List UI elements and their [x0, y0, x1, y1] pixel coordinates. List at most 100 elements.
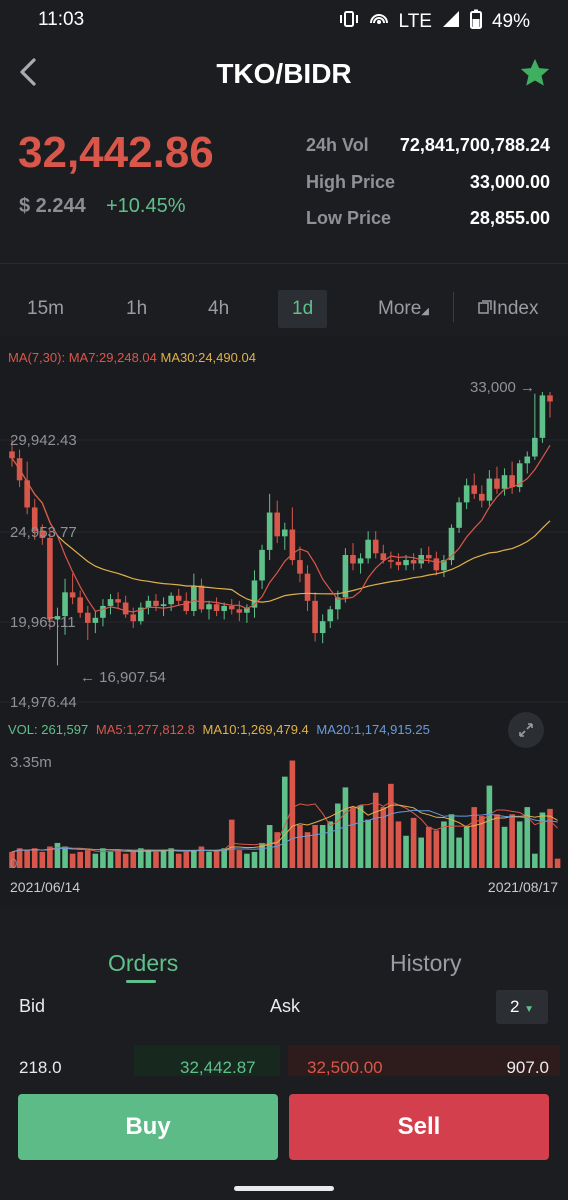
candle-body: [100, 605, 106, 618]
volume-bar: [77, 851, 83, 868]
tab-4h[interactable]: 4h: [208, 298, 230, 319]
candle-body: [274, 512, 281, 537]
volume-bar: [259, 842, 265, 868]
expand-icon: [519, 723, 533, 737]
favorite-button[interactable]: [518, 56, 552, 90]
volume-bar: [24, 850, 30, 868]
candle-body: [494, 478, 500, 489]
volume-bar: [486, 785, 493, 868]
volume-bar: [516, 821, 523, 868]
candle-body: [448, 527, 455, 561]
candle-body: [388, 560, 394, 562]
candle-body: [410, 560, 417, 564]
candle-body: [153, 600, 159, 606]
volume-bar: [388, 783, 394, 868]
candle-body: [130, 614, 137, 622]
candle-body: [138, 607, 144, 622]
vol-ma10: MA10:1,269,479.4: [202, 722, 309, 737]
more-label: More: [378, 298, 422, 319]
volume-bar: [274, 832, 281, 868]
volume-bar: [153, 851, 159, 868]
index-button[interactable]: Index: [478, 298, 538, 320]
ma7-line: [11, 444, 551, 613]
candle-body: [145, 600, 152, 608]
vol-y-bottom: 0: [10, 856, 17, 871]
tab-history[interactable]: History: [390, 950, 462, 976]
tab-separator: [453, 292, 454, 322]
vol-y-top: 3.35m: [10, 754, 52, 771]
volume-bar: [304, 832, 311, 868]
volume-bar: [547, 808, 553, 868]
bid-header: Bid: [19, 996, 46, 1016]
stat-value-low: 28,855.00: [469, 208, 550, 228]
stat-value-high: 33,000.00: [469, 172, 550, 192]
index-icon: [478, 298, 492, 319]
status-bar: 11:03 LTE 49%: [0, 0, 568, 40]
candle-body: [304, 573, 311, 601]
volume-bar: [501, 826, 508, 868]
volume-bar: [138, 848, 144, 868]
ask-header: Ask: [270, 996, 301, 1016]
y-label-3: 19,965.11: [10, 614, 76, 631]
back-button[interactable]: [14, 54, 44, 90]
volume-bar: [471, 807, 478, 868]
volume-bar: [312, 825, 318, 868]
volume-bar: [372, 792, 379, 868]
ma-label: MA(7,30):: [8, 350, 66, 365]
candle-body: [183, 600, 190, 612]
vol-ma5-line: [11, 801, 558, 853]
volume-bar: [115, 850, 121, 868]
tab-orders[interactable]: Orders: [108, 950, 179, 976]
candle-body: [486, 478, 493, 501]
tab-orders-underline: [126, 980, 156, 983]
volume-bar: [198, 846, 205, 868]
usd-price: $ 2.244: [19, 195, 86, 217]
volume-bar: [418, 837, 424, 868]
volume-bar: [479, 816, 485, 868]
y-label-1: 29,942.43: [10, 432, 77, 449]
stat-value-vol: 72,841,700,788.24: [399, 135, 550, 155]
network-label: LTE: [398, 11, 432, 32]
candle-body: [168, 595, 174, 605]
tab-1h[interactable]: 1h: [126, 298, 148, 319]
vol-ma20: MA20:1,174,915.25: [316, 722, 430, 737]
tab-15m[interactable]: 15m: [27, 298, 64, 319]
star-icon: [520, 58, 550, 86]
stat-label-low: Low Price: [306, 208, 392, 228]
battery-icon: [469, 9, 482, 35]
volume-bar: [191, 850, 197, 868]
buy-button[interactable]: Buy: [18, 1094, 278, 1160]
candle-body: [175, 595, 182, 601]
volume-bar: [539, 812, 546, 868]
candle-body: [289, 529, 296, 561]
fullscreen-button[interactable]: [508, 712, 544, 748]
more-dropdown[interactable]: More◢: [378, 298, 429, 320]
date-end: 2021/08/17: [488, 879, 558, 895]
candle-body: [266, 512, 273, 550]
sell-button[interactable]: Sell: [289, 1094, 549, 1160]
volume-bar: [16, 848, 23, 868]
volume-bar: [107, 851, 114, 868]
bid-depth-bar: [134, 1045, 280, 1077]
volume-bar: [335, 803, 341, 868]
candle-body: [115, 599, 121, 603]
volume-bar: [494, 814, 500, 868]
volume-bar: [69, 853, 76, 868]
candle-body: [31, 507, 38, 532]
depth-select[interactable]: 2 ▼: [496, 990, 548, 1024]
home-indicator[interactable]: [234, 1186, 334, 1191]
candle-body: [539, 395, 546, 438]
volume-bar: [319, 825, 326, 868]
ask-depth-bar: [288, 1045, 560, 1077]
ask-price[interactable]: 32,500.00: [307, 1058, 383, 1077]
tab-1d[interactable]: 1d: [278, 290, 328, 328]
caret-down-icon: ▼: [524, 1004, 535, 1015]
bid-price[interactable]: 32,442.87: [180, 1058, 256, 1077]
vibrate-icon: [339, 10, 359, 34]
candle-body: [395, 561, 402, 566]
vol-ma5: MA5:1,277,812.8: [95, 722, 195, 737]
depth-value: 2: [509, 997, 520, 1016]
volume-bar: [456, 837, 462, 868]
volume-bar: [524, 807, 531, 868]
candle-body: [9, 451, 15, 459]
